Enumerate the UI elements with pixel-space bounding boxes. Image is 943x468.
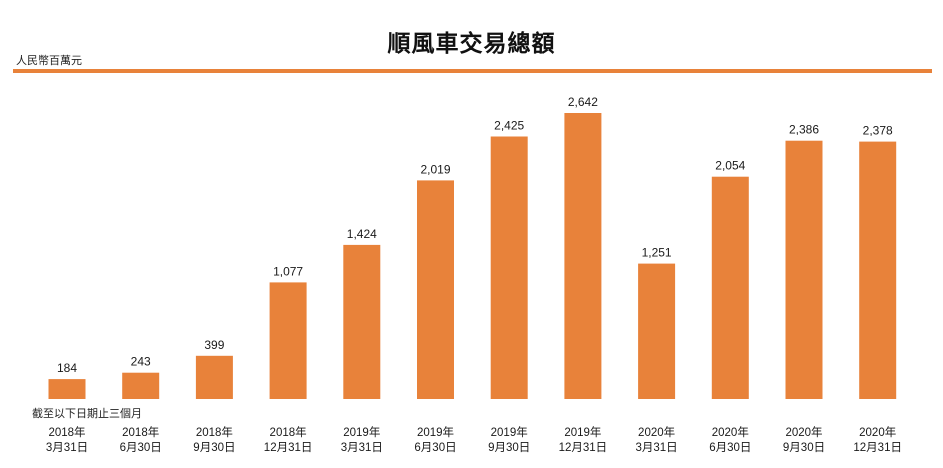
bar: [417, 180, 454, 399]
x-tick-label-year: 2019年: [417, 425, 454, 439]
x-tick-label-year: 2020年: [785, 425, 822, 439]
x-tick-label-date: 12月31日: [264, 442, 313, 454]
x-tick-label-date: 12月31日: [853, 442, 902, 454]
x-tick-label-year: 2019年: [491, 425, 528, 439]
x-tick-label-year: 2018年: [122, 425, 159, 439]
bar-value-label: 2,425: [494, 119, 524, 133]
bar-value-label: 1,251: [642, 246, 672, 260]
bar: [564, 113, 602, 399]
bar-value-label: 2,054: [715, 159, 745, 173]
title-divider: [13, 69, 932, 73]
x-tick-label-year: 2019年: [564, 425, 601, 439]
x-tick-label-date: 3月31日: [341, 442, 383, 454]
x-tick-label-date: 6月30日: [414, 442, 456, 454]
bar-value-label: 243: [131, 355, 151, 369]
bar-value-label: 1,077: [273, 264, 303, 278]
x-tick-label-date: 6月30日: [709, 442, 751, 454]
x-tick-label-date: 9月30日: [193, 442, 235, 454]
bar: [269, 282, 307, 399]
bar: [48, 379, 86, 399]
x-tick-label-year: 2018年: [196, 425, 233, 439]
bar: [122, 372, 160, 399]
bar: [859, 141, 897, 399]
unit-label: 人民幣百萬元: [16, 54, 82, 67]
chart-title: 順風車交易總額: [387, 30, 556, 57]
x-tick-label-year: 2018年: [48, 425, 85, 439]
x-tick-label-date: 3月31日: [46, 442, 88, 454]
x-tick-label-year: 2020年: [638, 425, 675, 439]
bar-value-label: 2,378: [863, 124, 893, 138]
bar-value-label: 399: [204, 338, 224, 352]
bar: [785, 140, 823, 399]
x-tick-label-date: 6月30日: [120, 442, 162, 454]
x-tick-label-date: 12月31日: [559, 442, 608, 454]
bar: [490, 136, 528, 399]
x-axis-note: 截至以下日期止三個月: [32, 407, 142, 420]
x-tick-label-year: 2018年: [270, 425, 307, 439]
bar: [711, 176, 749, 399]
bar: [343, 244, 381, 399]
x-tick-label-year: 2020年: [859, 425, 896, 439]
bar-value-label: 1,424: [347, 227, 377, 241]
x-tick-label-year: 2019年: [343, 425, 380, 439]
x-tick-label-date: 9月30日: [783, 442, 825, 454]
bar: [638, 263, 676, 399]
bar-value-label: 2,642: [568, 95, 598, 109]
x-tick-label-year: 2020年: [712, 425, 749, 439]
bar-value-label: 184: [57, 361, 77, 375]
bar-value-label: 2,019: [420, 162, 450, 176]
bar: [195, 355, 233, 399]
bar-value-label: 2,386: [789, 123, 819, 137]
x-tick-label-date: 3月31日: [636, 442, 678, 454]
x-tick-label-date: 9月30日: [488, 442, 530, 454]
